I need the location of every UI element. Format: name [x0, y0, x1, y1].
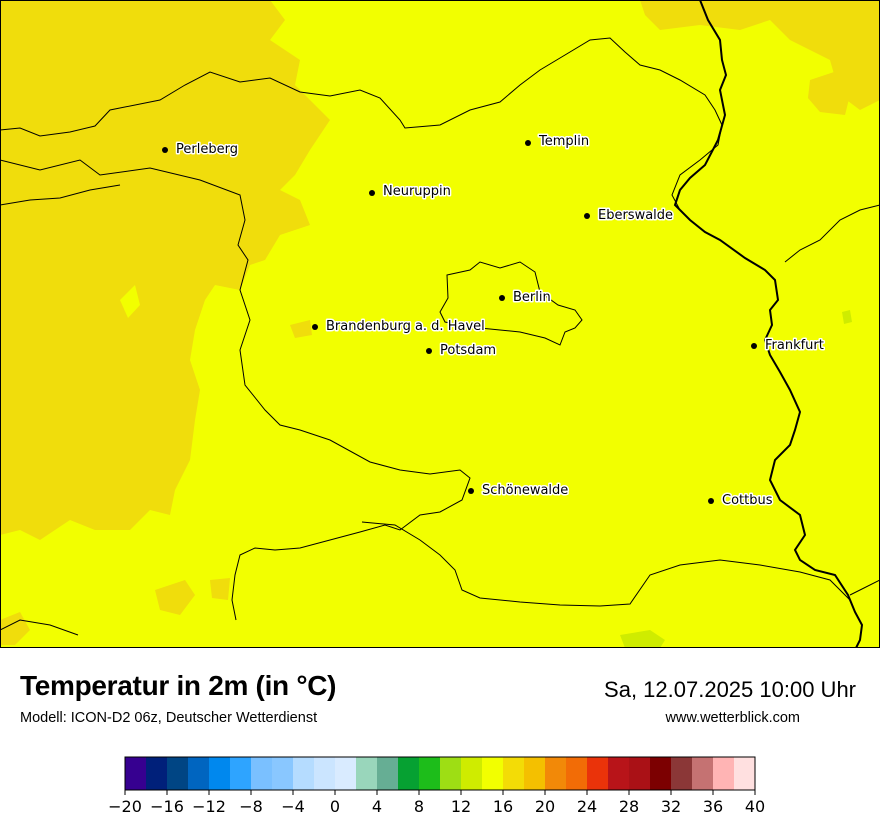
legend-swatch — [545, 757, 567, 790]
legend-swatch — [629, 757, 651, 790]
legend-tick-label: −16 — [150, 797, 184, 816]
cool-patches — [620, 310, 852, 648]
legend-swatch — [566, 757, 588, 790]
city-potsdam: Potsdam — [426, 342, 498, 360]
city-label: Potsdam — [440, 343, 496, 358]
legend-swatch — [587, 757, 609, 790]
city-cottbus: Cottbus — [708, 492, 774, 510]
city-templin: Templin — [525, 133, 591, 151]
website-link[interactable]: www.wetterblick.com — [665, 710, 800, 726]
legend-frame — [124, 756, 756, 791]
country-border — [673, 0, 864, 648]
legend-tick-label: 36 — [703, 797, 723, 816]
legend-tick-label: 8 — [414, 797, 424, 816]
city-eberswalde: Eberswalde — [584, 207, 675, 225]
legend-swatch — [377, 757, 399, 790]
city-berlin: Berlin — [499, 289, 552, 307]
legend-swatch — [482, 757, 504, 790]
color-legend: −20 −16 −12 −8 −4 0 4 8 12 16 20 24 28 32 36 40 — [108, 756, 765, 816]
legend-swatch — [524, 757, 546, 790]
city-label: Cottbus — [722, 493, 773, 508]
city-label: Templin — [538, 134, 589, 149]
legend-tick-label: 24 — [577, 797, 597, 816]
legend-swatches — [125, 757, 756, 790]
legend-swatch — [293, 757, 315, 790]
legend-tick-label: 4 — [372, 797, 382, 816]
legend-tick-label: 40 — [745, 797, 765, 816]
city-label: Perleberg — [176, 142, 238, 157]
city-label: Frankfurt — [765, 338, 824, 353]
legend-swatch — [734, 757, 756, 790]
legend-tick-label: −20 — [108, 797, 142, 816]
legend-tick-label: −4 — [281, 797, 305, 816]
legend-swatch — [251, 757, 273, 790]
legend-swatch — [125, 757, 147, 790]
legend-swatch — [503, 757, 525, 790]
city-perleberg: Perleberg — [162, 141, 239, 159]
legend-swatch — [461, 757, 483, 790]
legend-swatch — [671, 757, 693, 790]
legend-swatch — [146, 757, 168, 790]
city-frankfurt: Frankfurt — [751, 337, 825, 355]
temperature-map: Perleberg Templin Neuruppin Eberswalde B… — [0, 0, 880, 648]
city-label: Eberswalde — [598, 208, 673, 223]
legend-tick-label: 16 — [493, 797, 513, 816]
model-source: Modell: ICON-D2 06z, Deutscher Wetterdie… — [20, 710, 318, 726]
legend-swatch — [356, 757, 378, 790]
legend-tick-label: 32 — [661, 797, 681, 816]
legend-swatch — [713, 757, 735, 790]
legend-tick-label: 28 — [619, 797, 639, 816]
legend-swatch — [398, 757, 420, 790]
legend-swatch — [650, 757, 672, 790]
legend-swatch — [272, 757, 294, 790]
legend-tick-label: 20 — [535, 797, 555, 816]
legend-tick-label: −12 — [192, 797, 226, 816]
legend-swatch — [209, 757, 231, 790]
map-title: Temperatur in 2m (in °C) — [20, 670, 337, 701]
city-label: Neuruppin — [383, 184, 451, 199]
city-label: Schönewalde — [482, 483, 568, 498]
legend-swatch — [335, 757, 357, 790]
legend-tick-label: 12 — [451, 797, 471, 816]
legend-swatch — [188, 757, 210, 790]
legend-ticks: −20 −16 −12 −8 −4 0 4 8 12 16 20 24 28 32 36 40 — [108, 790, 765, 816]
legend-swatch — [230, 757, 252, 790]
legend-swatch — [167, 757, 189, 790]
forecast-datetime: Sa, 12.07.2025 10:00 Uhr — [604, 677, 856, 702]
legend-swatch — [440, 757, 462, 790]
state-borders — [0, 37, 880, 636]
legend-tick-label: −8 — [239, 797, 263, 816]
city-schoenewalde: Schönewalde — [468, 482, 570, 500]
legend-swatch — [608, 757, 630, 790]
legend-swatch — [314, 757, 336, 790]
legend-tick-label: 0 — [330, 797, 340, 816]
cities: Perleberg Templin Neuruppin Eberswalde B… — [162, 133, 825, 510]
warm-regions — [0, 0, 880, 645]
city-label: Berlin — [513, 290, 551, 305]
city-brandenburg: Brandenburg a. d. Havel — [312, 318, 486, 336]
legend-swatch — [692, 757, 714, 790]
city-label: Brandenburg a. d. Havel — [326, 319, 485, 334]
legend-swatch — [419, 757, 441, 790]
city-neuruppin: Neuruppin — [369, 183, 452, 201]
